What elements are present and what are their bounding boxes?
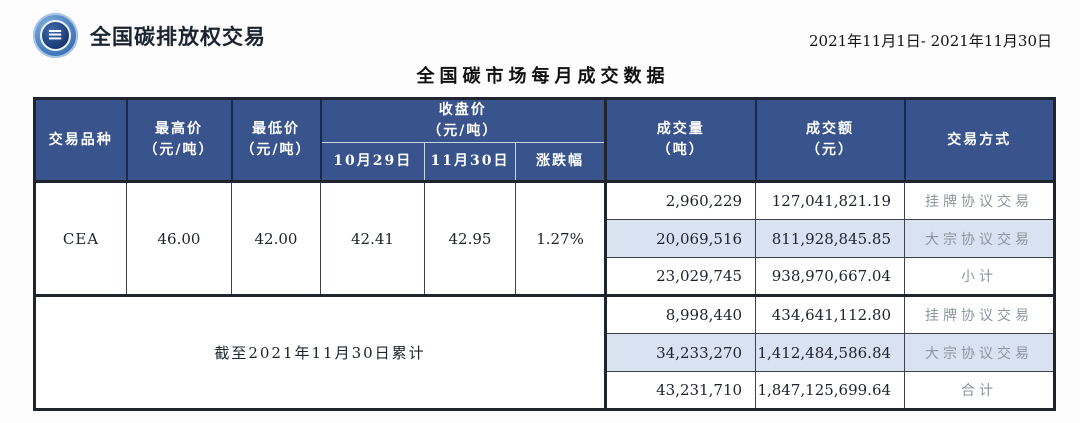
monthly-row-3: 23,029,745 938,970,667.04 小计 xyxy=(35,257,1056,296)
logo-inner-circle: ≡ xyxy=(40,20,71,51)
header-high-line1: 最高价 xyxy=(155,121,203,137)
monthly-row-2: 20,069,516 811,928,845.85 大宗协议交易 xyxy=(35,219,1056,258)
header-row-1: 交易品种 最高价 （元/吨） 最低价 （元/吨） 收盘价 （元/吨） 成交量 （… xyxy=(33,97,1056,183)
cell-volume: 8,998,440 xyxy=(604,294,757,334)
cumulative-row-2: 34,233,270 1,412,484,586.84 大宗协议交易 xyxy=(35,333,1056,372)
header-change-pct: 涨跌幅 xyxy=(514,142,607,182)
cell-close-nov30: 42.95 xyxy=(424,180,516,296)
carbon-trading-table: 交易品种 最高价 （元/吨） 最低价 （元/吨） 收盘价 （元/吨） 成交量 （… xyxy=(33,97,1057,411)
brand-title: 全国碳排放权交易 xyxy=(90,25,266,49)
cell-amount: 1,847,125,699.64 xyxy=(755,371,906,410)
cell-method: 大宗协议交易 xyxy=(904,333,1056,372)
page-title: 全国碳市场每月成交数据 xyxy=(416,66,670,87)
header-method-label: 交易方式 xyxy=(947,131,1012,148)
cell-volume: 2,960,229 xyxy=(604,180,757,220)
header-close-line2: （元/吨） xyxy=(427,123,499,139)
header-high-price: 最高价 （元/吨） xyxy=(125,97,233,183)
header-high-line2: （元/吨） xyxy=(143,142,215,158)
cell-method: 挂牌协议交易 xyxy=(904,294,1056,334)
header-volume-line1: 成交量 xyxy=(656,121,705,137)
header-close-line1: 收盘价 xyxy=(438,102,487,118)
header-close-nov30: 11月30日 xyxy=(424,142,516,182)
cell-amount: 1,412,484,586.84 xyxy=(755,333,906,372)
cell-variety: CEA xyxy=(34,180,127,296)
cell-method: 挂牌协议交易 xyxy=(904,180,1056,220)
cell-amount: 811,928,845.85 xyxy=(755,219,906,258)
header-low-line1: 最低价 xyxy=(252,121,300,137)
monthly-row-1: CEA 46.00 42.00 42.41 42.95 1.27% 2,960,… xyxy=(34,180,1056,296)
header-amount-line1: 成交额 xyxy=(806,121,855,137)
cell-volume: 20,069,516 xyxy=(604,219,757,258)
cell-volume: 34,233,270 xyxy=(604,333,757,372)
cell-close-oct29: 42.41 xyxy=(320,180,425,296)
cell-volume: 23,029,745 xyxy=(604,257,757,296)
page-title-wrap: 全国碳市场每月成交数据 xyxy=(33,62,1053,88)
carbon-exchange-logo-icon: ≡ xyxy=(33,13,78,58)
cell-high-price: 46.00 xyxy=(126,180,232,296)
cumulative-row-1: 截至2021年11月30日累计 8,998,440 434,641,112.80… xyxy=(33,294,1056,410)
cell-amount: 434,641,112.80 xyxy=(755,294,906,334)
header-volume: 成交量 （吨） xyxy=(604,97,757,183)
cumulative-label: 截至2021年11月30日累计 xyxy=(33,294,608,410)
cell-volume: 43,231,710 xyxy=(604,371,757,410)
logo-e-glyph: ≡ xyxy=(47,25,64,45)
cell-change-pct: 1.27% xyxy=(514,180,607,296)
header-amount: 成交额 （元） xyxy=(754,97,906,183)
header-variety: 交易品种 xyxy=(33,97,128,183)
header-close-price: 收盘价 （元/吨） xyxy=(319,97,607,143)
report-date-range: 2021年11月1日- 2021年11月30日 xyxy=(809,32,1052,50)
cell-method: 大宗协议交易 xyxy=(904,219,1056,258)
cell-low-price: 42.00 xyxy=(231,180,321,296)
header-method: 交易方式 xyxy=(903,97,1056,183)
header-volume-line2: （吨） xyxy=(656,142,705,158)
header-variety-label: 交易品种 xyxy=(48,131,113,148)
header-row-2: 10月29日 11月30日 涨跌幅 xyxy=(35,142,1055,182)
header-amount-line2: （元） xyxy=(806,142,855,158)
cell-amount: 938,970,667.04 xyxy=(755,257,906,296)
cell-amount: 127,041,821.19 xyxy=(755,180,906,220)
cell-method: 小计 xyxy=(904,257,1056,296)
cumulative-row-3: 43,231,710 1,847,125,699.64 合计 xyxy=(35,371,1056,410)
brand-header: ≡ 全国碳排放权交易 xyxy=(33,13,266,58)
header-low-line2: （元/吨） xyxy=(240,142,312,158)
header-close-oct29: 10月29日 xyxy=(320,142,425,182)
cell-method: 合计 xyxy=(904,371,1056,410)
header-low-price: 最低价 （元/吨） xyxy=(230,97,322,183)
